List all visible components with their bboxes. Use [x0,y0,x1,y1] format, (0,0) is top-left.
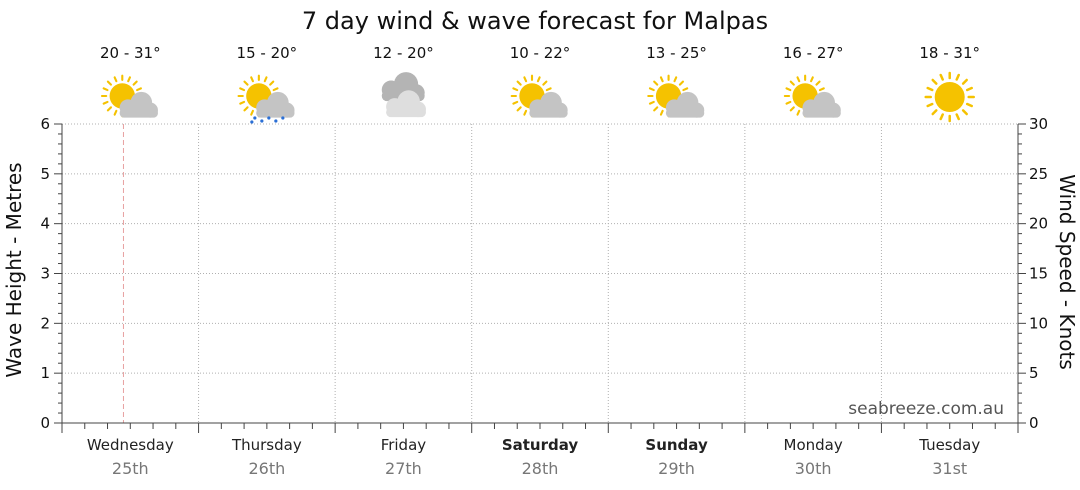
day-name-label: Monday [784,436,843,454]
left-tick-label: 1 [40,364,50,382]
temperature-range-label: 18 - 31° [919,44,980,62]
partly-cloudy-icon [100,74,158,118]
temperature-range-label: 13 - 25° [646,44,707,62]
partly-cloudy-icon [647,74,705,118]
partly-cloudy-icon [510,74,568,118]
left-tick-label: 4 [40,215,50,233]
cloudy-icon [381,72,426,118]
temperature-range-label: 15 - 20° [237,44,298,62]
day-name-label: Thursday [231,436,302,454]
grid-lines [62,123,1018,423]
day-name-label: Tuesday [918,436,980,454]
right-axis-ticks: 0 5 10 15 20 25 30 [1018,115,1048,432]
day-date-label: 28th [522,459,559,478]
left-axis-title: Wave Height - Metres [2,162,26,377]
chart-title: 7 day wind & wave forecast for Malpas [302,7,768,35]
right-tick-label: 15 [1029,265,1048,283]
left-tick-label: 5 [40,165,50,183]
day-date-label: 30th [795,459,832,478]
day-date-label: 31st [932,459,967,478]
right-tick-label: 30 [1029,115,1048,133]
temperature-labels: 20 - 31° 15 - 20° 12 - 20° 10 - 22° 13 - 25°… [100,44,980,62]
day-date-label: 26th [248,459,285,478]
temperature-range-label: 20 - 31° [100,44,161,62]
weather-icons [100,71,975,124]
temperature-range-label: 12 - 20° [373,44,434,62]
day-name-label: Wednesday [87,436,174,454]
day-name-label: Saturday [502,436,579,454]
left-tick-label: 6 [40,115,50,133]
left-axis-ticks: 0 1 2 3 4 5 6 [40,115,62,432]
day-name-label: Friday [381,436,427,454]
right-axis-title: Wind Speed - Knots [1055,174,1079,370]
left-tick-label: 0 [40,414,50,432]
right-tick-label: 25 [1029,165,1048,183]
day-date-label: 25th [112,459,149,478]
partly-cloudy-showers-icon [237,74,295,124]
temperature-range-label: 10 - 22° [510,44,571,62]
day-name-label: Sunday [645,436,708,454]
day-date-label: 29th [658,459,695,478]
day-date-label: 27th [385,459,422,478]
watermark: seabreeze.com.au [848,399,1004,419]
day-labels: Wednesday 25th Thursday 26th Friday 27th Satur… [61,423,1019,478]
partly-cloudy-icon [783,74,841,118]
temperature-range-label: 16 - 27° [783,44,844,62]
right-tick-label: 5 [1029,364,1039,382]
right-tick-label: 20 [1029,215,1048,233]
left-tick-label: 3 [40,265,50,283]
right-tick-label: 10 [1029,314,1048,332]
sunny-icon [924,71,975,123]
left-tick-label: 2 [40,314,50,332]
right-tick-label: 0 [1029,414,1039,432]
